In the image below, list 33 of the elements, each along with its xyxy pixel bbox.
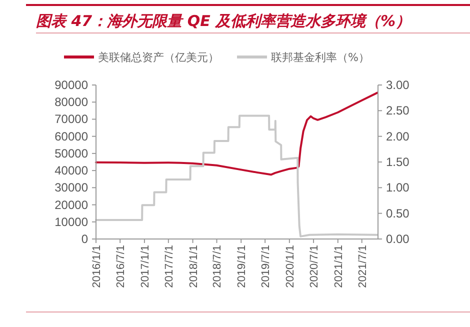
y-tick-label: 60000 [54, 129, 88, 144]
legend-label: 美联储总资产（亿美元） [98, 51, 219, 64]
x-tick-label: 2020/1/1 [284, 245, 296, 288]
x-tick-label: 2017/7/1 [163, 245, 176, 288]
y2-tick-label: 0.50 [386, 206, 410, 220]
x-tick-label: 2018/1/1 [188, 245, 200, 288]
y-tick-label: 90000 [54, 78, 88, 92]
x-tick-label: 2018/7/1 [212, 245, 224, 288]
legend-label: 联邦基金利率（%） [271, 51, 370, 64]
x-tick-label: 2021/1/1 [332, 245, 345, 288]
x-tick-label: 2017/1/1 [139, 245, 152, 288]
y2-tick-label: 2.00 [386, 129, 410, 144]
chart-title: 图表 47：海外无限量 QE 及低利率营造水多环境（%） [36, 12, 411, 30]
y2-tick-label: 1.00 [386, 180, 410, 195]
x-tick-label: 2016/1/1 [91, 245, 103, 288]
x-tick-label: 2021/7/1 [356, 245, 369, 288]
x-tick-label: 2019/7/1 [260, 245, 272, 288]
x-tick-label: 2020/7/1 [308, 245, 321, 288]
y-tick-label: 10000 [54, 214, 88, 229]
y2-tick-label: 3.00 [386, 78, 410, 92]
y-tick-label: 20000 [54, 198, 88, 212]
y-tick-label: 0 [81, 232, 88, 246]
y2-tick-label: 0.00 [386, 232, 410, 246]
x-tick-label: 2016/7/1 [115, 245, 128, 288]
y2-tick-label: 2.50 [386, 104, 410, 118]
line-series [95, 92, 378, 176]
y-tick-label: 50000 [54, 146, 88, 160]
y2-tick-label: 1.50 [386, 155, 410, 169]
y-tick-label: 80000 [54, 95, 88, 110]
x-tick-label: 2019/1/1 [236, 245, 248, 288]
y-tick-label: 40000 [54, 164, 88, 178]
y-tick-label: 70000 [54, 112, 88, 126]
y-tick-label: 30000 [54, 180, 88, 195]
